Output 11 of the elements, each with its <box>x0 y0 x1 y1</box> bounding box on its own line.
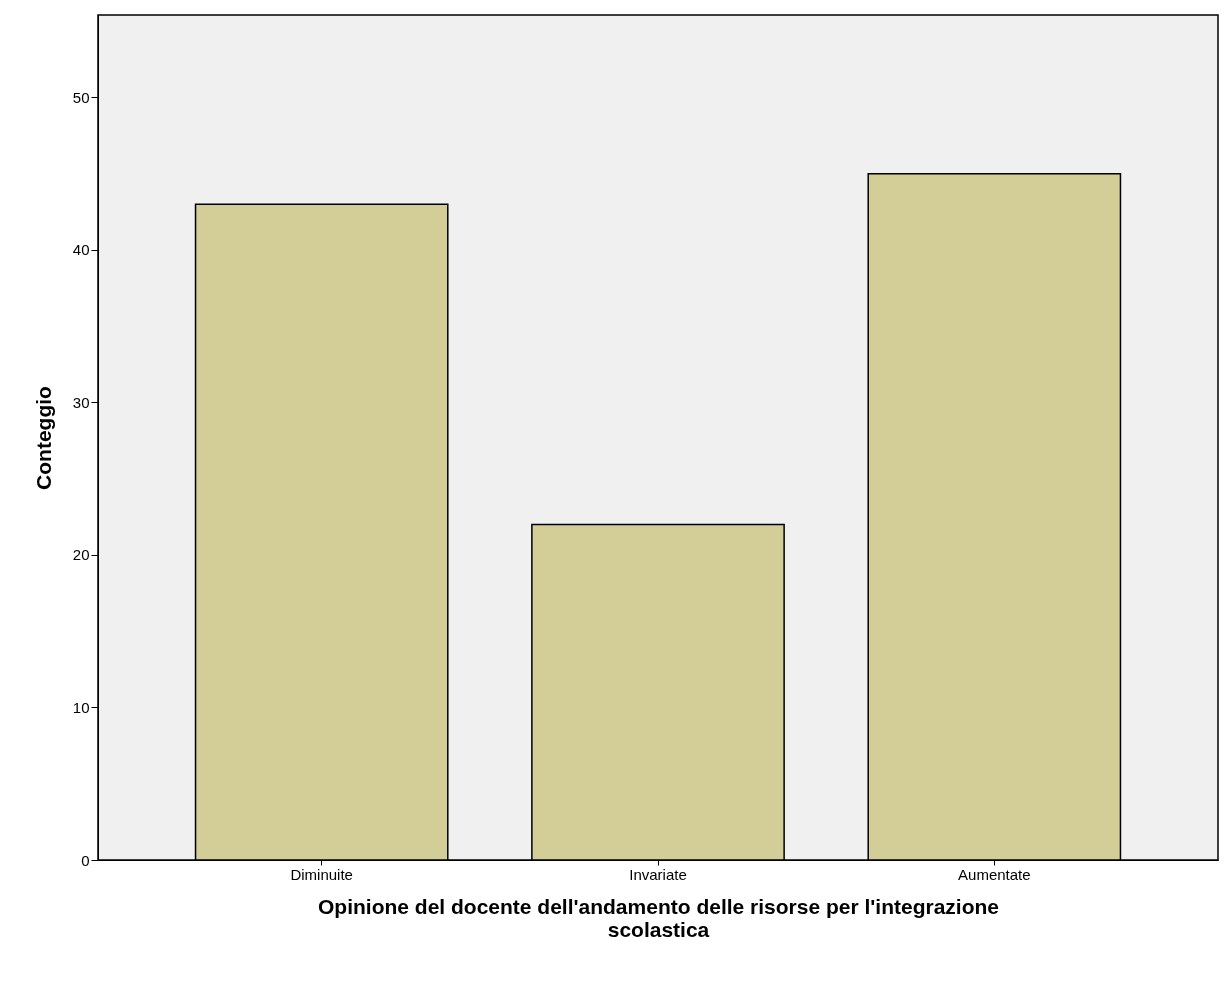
y-tick-label: 10 <box>72 698 90 716</box>
y-axis-title: Conteggio <box>31 386 55 490</box>
x-tick-label: Diminuite <box>290 865 353 883</box>
y-tick-label: 30 <box>72 393 90 411</box>
y-tick-label: 40 <box>72 241 90 259</box>
x-tick-label: Aumentate <box>958 865 1031 883</box>
x-tick-label: Invariate <box>629 865 687 883</box>
y-tick-label: 50 <box>72 88 90 106</box>
x-axis-title: Opinione del docente dell'andamento delle risorse per l'integrazione scolastica <box>318 894 999 941</box>
y-tick-label: 0 <box>81 851 90 869</box>
y-tick-label: 20 <box>72 546 90 564</box>
